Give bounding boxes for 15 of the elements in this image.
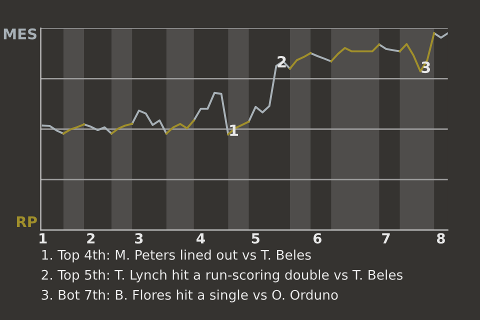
text: MES (4, 28, 36, 40)
x-tick-label: 2 (87, 233, 95, 244)
annotation: 3 (422, 62, 430, 74)
text: RP (16, 216, 37, 228)
x-tick-label: 5 (252, 233, 260, 244)
annotation: 1 (230, 124, 238, 136)
x-tick-label: 6 (313, 233, 322, 244)
x-tick-label: 3 (135, 233, 143, 244)
text: 3. Bot 7th: B. Flores hit a single vs O. Orduno (42, 290, 338, 302)
x-tick-label: 7 (382, 233, 390, 244)
text: 2. Top 5th: T. Lynch hit a run-scoring double vs T. Beles (42, 270, 403, 282)
x-tick-label: 4 (196, 233, 205, 244)
x-tick-label: 8 (436, 233, 445, 244)
x-tick-label: 1 (40, 233, 47, 244)
text: 1. Top 4th: M. Peters lined out vs T. Beles (42, 250, 311, 262)
